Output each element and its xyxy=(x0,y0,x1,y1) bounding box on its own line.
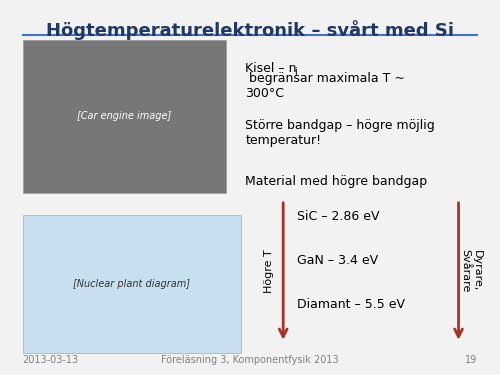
Text: 2013-03-13: 2013-03-13 xyxy=(22,356,78,365)
Text: Dyrare,
Svårare: Dyrare, Svårare xyxy=(460,249,481,292)
Text: Högtemperaturelektronik – svårt med Si: Högtemperaturelektronik – svårt med Si xyxy=(46,21,454,40)
Text: SiC – 2.86 eV: SiC – 2.86 eV xyxy=(298,210,380,223)
Text: GaN – 3.4 eV: GaN – 3.4 eV xyxy=(298,254,378,267)
Bar xyxy=(22,214,240,352)
Text: Föreläsning 3, Komponentfysik 2013: Föreläsning 3, Komponentfysik 2013 xyxy=(161,356,339,365)
Text: begränsar maximala T ~
300°C: begränsar maximala T ~ 300°C xyxy=(246,72,405,100)
Text: 19: 19 xyxy=(465,356,477,365)
Text: Större bandgap – högre möjlig
temperatur!: Större bandgap – högre möjlig temperatur… xyxy=(246,119,435,147)
Text: Diamant – 5.5 eV: Diamant – 5.5 eV xyxy=(298,298,406,311)
Text: i: i xyxy=(294,67,298,77)
Text: Högre T: Högre T xyxy=(264,249,274,292)
Text: Material med högre bandgap: Material med högre bandgap xyxy=(246,175,428,188)
Bar xyxy=(22,40,227,193)
Text: Kisel – n: Kisel – n xyxy=(246,62,297,75)
Text: [Car engine image]: [Car engine image] xyxy=(77,111,171,121)
Text: [Nuclear plant diagram]: [Nuclear plant diagram] xyxy=(73,279,190,288)
